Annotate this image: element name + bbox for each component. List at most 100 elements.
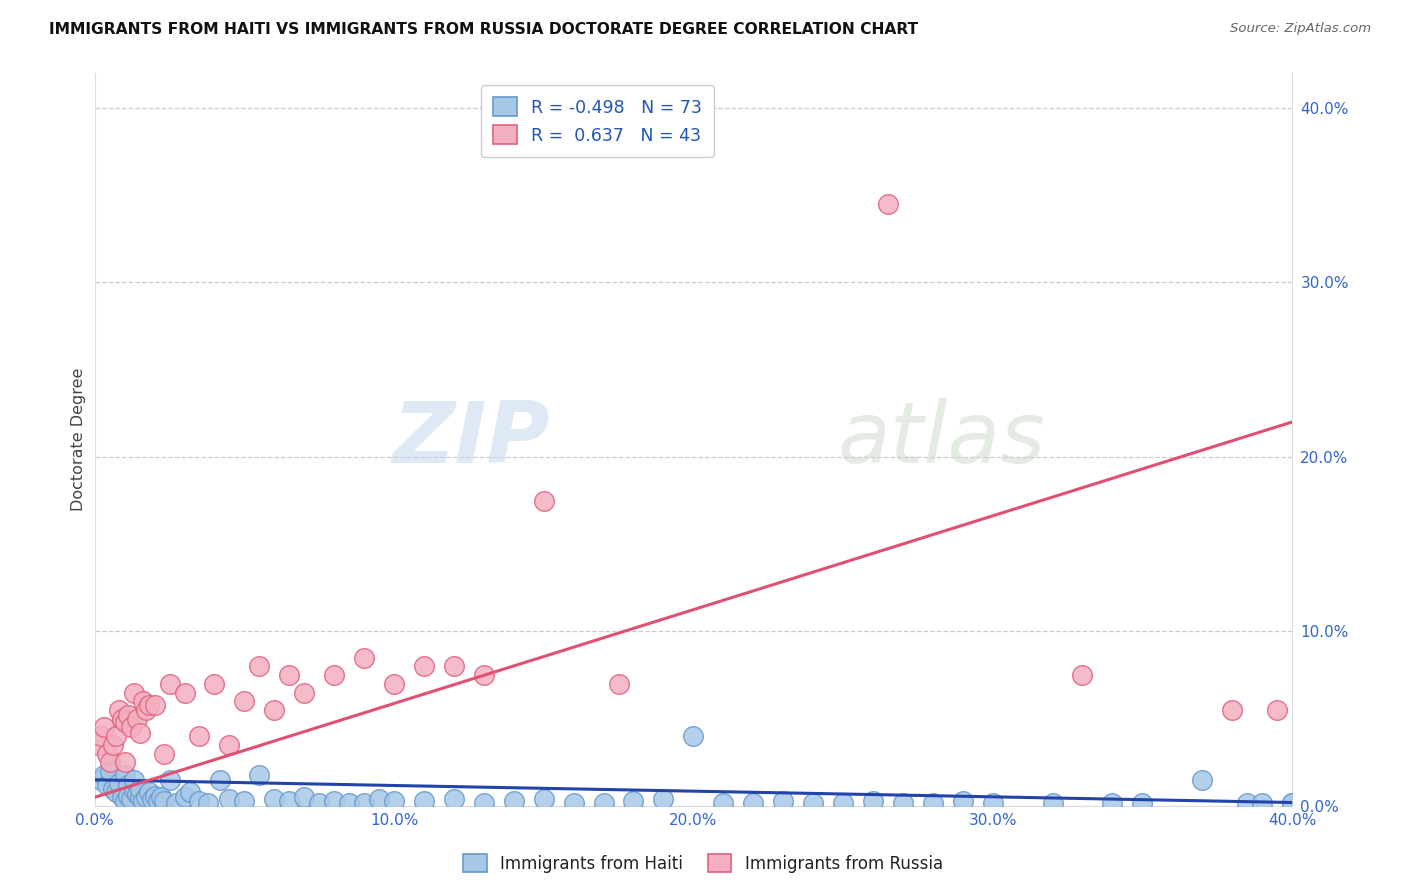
Point <box>472 668 495 682</box>
Point <box>682 729 704 743</box>
Point <box>173 685 195 699</box>
Point <box>263 703 285 717</box>
Text: IMMIGRANTS FROM HAITI VS IMMIGRANTS FROM RUSSIA DOCTORATE DEGREE CORRELATION CHA: IMMIGRANTS FROM HAITI VS IMMIGRANTS FROM… <box>49 22 918 37</box>
Point <box>111 790 134 805</box>
Point <box>104 785 127 799</box>
Point <box>533 493 555 508</box>
Legend: Immigrants from Haiti, Immigrants from Russia: Immigrants from Haiti, Immigrants from R… <box>457 847 949 880</box>
Point <box>117 778 139 792</box>
Point <box>111 712 134 726</box>
Point <box>188 729 211 743</box>
Point <box>263 792 285 806</box>
Point <box>247 767 270 781</box>
Text: atlas: atlas <box>837 398 1045 481</box>
Point <box>165 796 187 810</box>
Point <box>278 668 301 682</box>
Point <box>711 796 734 810</box>
Point <box>292 685 315 699</box>
Point <box>122 783 145 797</box>
Point <box>96 778 118 792</box>
Point <box>218 738 240 752</box>
Point <box>353 650 375 665</box>
Point <box>1191 772 1213 787</box>
Point <box>96 747 118 761</box>
Point <box>1071 668 1094 682</box>
Point <box>114 715 136 730</box>
Point <box>98 764 121 778</box>
Point <box>120 721 142 735</box>
Point <box>128 725 150 739</box>
Point <box>122 685 145 699</box>
Point <box>323 668 346 682</box>
Point <box>152 747 174 761</box>
Point <box>114 767 136 781</box>
Point <box>292 790 315 805</box>
Point <box>1101 796 1123 810</box>
Point <box>152 794 174 808</box>
Point <box>233 694 256 708</box>
Point <box>107 703 129 717</box>
Point <box>1281 796 1303 810</box>
Point <box>135 790 157 805</box>
Point <box>443 659 465 673</box>
Point <box>101 738 124 752</box>
Point <box>891 796 914 810</box>
Point <box>131 794 153 808</box>
Point <box>278 794 301 808</box>
Point <box>90 729 112 743</box>
Point <box>135 703 157 717</box>
Point <box>742 796 765 810</box>
Point <box>131 694 153 708</box>
Point <box>122 772 145 787</box>
Point <box>413 794 436 808</box>
Point <box>218 792 240 806</box>
Point <box>382 794 405 808</box>
Point <box>502 794 524 808</box>
Text: ZIP: ZIP <box>392 398 550 481</box>
Point <box>772 794 794 808</box>
Point <box>98 756 121 770</box>
Point <box>101 781 124 796</box>
Point <box>533 792 555 806</box>
Point <box>120 792 142 806</box>
Point <box>125 712 148 726</box>
Point <box>138 698 160 712</box>
Point <box>143 698 166 712</box>
Point <box>143 789 166 803</box>
Point <box>981 796 1004 810</box>
Point <box>141 792 163 806</box>
Point <box>179 785 201 799</box>
Point <box>107 776 129 790</box>
Point <box>413 659 436 673</box>
Point <box>862 794 884 808</box>
Point <box>592 796 614 810</box>
Point <box>159 772 181 787</box>
Point <box>204 677 226 691</box>
Point <box>952 794 974 808</box>
Point <box>93 767 115 781</box>
Point <box>921 796 943 810</box>
Point <box>104 729 127 743</box>
Point <box>472 796 495 810</box>
Point <box>128 781 150 796</box>
Point <box>652 792 675 806</box>
Point <box>197 796 219 810</box>
Point <box>1236 796 1258 810</box>
Point <box>832 796 855 810</box>
Point <box>117 708 139 723</box>
Point <box>90 772 112 787</box>
Point <box>1281 796 1303 810</box>
Point <box>1265 703 1288 717</box>
Text: Source: ZipAtlas.com: Source: ZipAtlas.com <box>1230 22 1371 36</box>
Point <box>623 794 645 808</box>
Point <box>353 796 375 810</box>
Point <box>114 756 136 770</box>
Point <box>368 792 391 806</box>
Point <box>86 738 108 752</box>
Legend: R = -0.498   N = 73, R =  0.637   N = 43: R = -0.498 N = 73, R = 0.637 N = 43 <box>481 86 714 157</box>
Point <box>146 794 169 808</box>
Point <box>337 796 360 810</box>
Point <box>323 794 346 808</box>
Point <box>138 785 160 799</box>
Point <box>607 677 630 691</box>
